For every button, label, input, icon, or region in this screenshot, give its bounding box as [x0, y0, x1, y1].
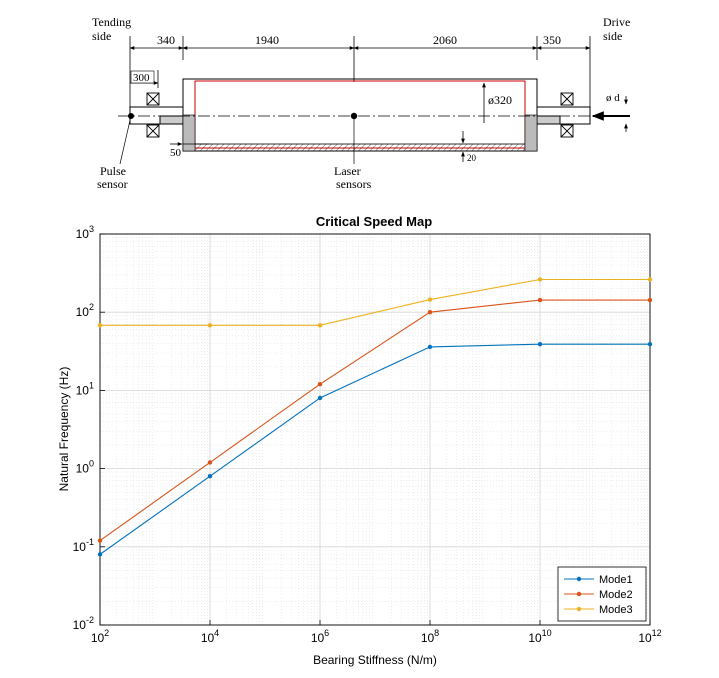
data-point-mode3	[427, 297, 433, 302]
major-grid	[99, 233, 651, 626]
y-tick-label: 102	[76, 302, 94, 319]
data-point-mode2	[317, 382, 323, 387]
data-point-mode1	[207, 473, 213, 479]
data-point-mode3	[537, 277, 543, 282]
data-point-mode3	[97, 323, 103, 328]
tending-side-label-1: Tending	[92, 15, 131, 29]
pulse-sensor-label-2: sensor	[97, 177, 128, 191]
right-shaft	[536, 106, 591, 125]
series-line-mode2	[99, 299, 650, 542]
data-point-mode3	[207, 323, 213, 328]
top-dimension-chain	[129, 36, 591, 112]
dim-50: 50	[170, 147, 182, 159]
dim-20: 20	[467, 153, 477, 163]
laser-sensor-label-1: Laser	[334, 164, 361, 178]
dim-350: 350	[543, 33, 561, 47]
axis-ticks: 102 104 106 108 1010 1012 10-2 10-1 100 101 102 103	[73, 224, 662, 645]
right-bearing	[560, 92, 574, 138]
x-tick-label: 106	[311, 628, 329, 645]
y-tick-label: 10-1	[73, 537, 94, 554]
data-point-mode3	[647, 277, 653, 282]
pulse-sensor-leader	[119, 115, 132, 165]
data-point-mode1	[427, 344, 433, 350]
drive-side-label-1: Drive	[603, 15, 630, 29]
y-axis-label: Natural Frequency (Hz)	[57, 367, 71, 492]
data-point-mode1	[317, 395, 323, 401]
minor-grid	[100, 234, 650, 625]
chart-title: Critical Speed Map	[316, 214, 432, 229]
critical-speed-chart: Critical Speed Map 102 104 106 108 1010 10121…	[57, 214, 662, 667]
legend-box	[557, 566, 647, 622]
legend-label-mode2: Mode2	[599, 589, 633, 601]
x-tick-label: 102	[91, 628, 109, 645]
x-tick-label: 1012	[638, 628, 661, 645]
tending-side-label-2: side	[92, 29, 111, 43]
x-axis-label: Bearing Stiffness (N/m)	[313, 653, 437, 667]
data-point-mode1	[537, 341, 543, 347]
legend-label-mode1: Mode1	[599, 574, 633, 586]
series-line-mode1	[99, 343, 650, 555]
series-line-mode3	[100, 278, 650, 326]
series-layer	[97, 277, 653, 557]
dim-1940: 1940	[255, 33, 279, 47]
dim-diameter-320: ø320	[488, 93, 512, 107]
left-shaft	[129, 106, 184, 125]
legend-marker-mode1	[576, 576, 582, 582]
pulse-sensor-label-1: Pulse	[100, 164, 126, 178]
dim-2060: 2060	[433, 33, 457, 47]
dim-300: 300	[133, 72, 150, 84]
legend: Mode1 Mode2 Mode3	[557, 566, 647, 622]
data-point-mode2	[647, 297, 653, 303]
y-tick-label: 103	[76, 224, 94, 241]
y-tick-label: 101	[76, 380, 94, 397]
data-point-mode1	[97, 552, 103, 557]
x-tick-label: 104	[201, 628, 219, 645]
dim-340: 340	[157, 33, 175, 47]
plot-frame	[99, 233, 651, 626]
y-tick-label: 10-2	[73, 615, 94, 632]
data-point-mode3	[317, 323, 323, 328]
x-tick-label: 108	[421, 628, 439, 645]
data-point-mode2	[97, 538, 103, 543]
rotor-schematic: Tending side Drive side 340 1940 2060 35…	[92, 15, 630, 191]
laser-sensor-label-2: sensors	[336, 177, 372, 191]
data-point-mode1	[647, 341, 653, 347]
left-bearing	[146, 92, 160, 138]
data-point-mode2	[537, 297, 543, 303]
y-tick-label: 100	[76, 459, 94, 476]
data-point-mode2	[427, 310, 433, 315]
legend-label-mode3: Mode3	[599, 604, 633, 616]
x-tick-label: 1010	[528, 628, 551, 645]
roller-shell	[182, 78, 538, 152]
legend-marker-mode2	[576, 591, 582, 597]
legend-marker-mode3	[576, 606, 582, 612]
data-point-mode2	[207, 460, 213, 465]
dim-shaft-d: ø d	[606, 92, 620, 104]
drive-side-label-2: side	[603, 29, 622, 43]
